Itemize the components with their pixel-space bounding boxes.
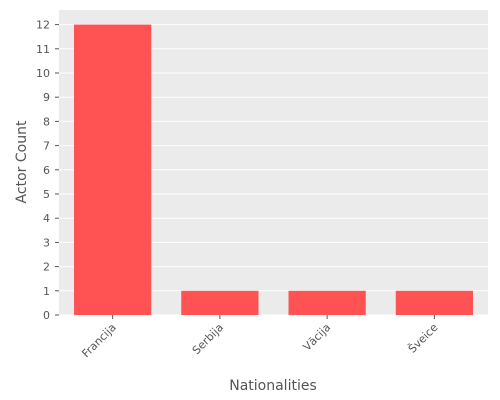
bar-0 xyxy=(74,24,152,315)
bar-1 xyxy=(181,290,259,315)
y-tick-label: 10 xyxy=(36,67,50,80)
y-tick-label: 3 xyxy=(43,236,50,249)
y-tick-label: 6 xyxy=(43,164,50,177)
y-tick-label: 4 xyxy=(43,212,50,225)
y-tick-label: 8 xyxy=(43,115,50,128)
x-tick-label: Šveice xyxy=(406,321,441,356)
y-tick-label: 7 xyxy=(43,140,50,153)
y-tick-label: 11 xyxy=(36,43,50,56)
x-tick-label: Vācija xyxy=(301,321,334,354)
y-tick-label: 0 xyxy=(43,309,50,322)
y-tick-label: 1 xyxy=(43,285,50,298)
y-tick-label: 2 xyxy=(43,261,50,274)
y-tick-label: 5 xyxy=(43,188,50,201)
x-tick-label: Serbija xyxy=(190,321,226,357)
y-axis-title: Actor Count xyxy=(14,120,30,203)
y-tick-label: 9 xyxy=(43,91,50,104)
bar-3 xyxy=(395,290,473,315)
bar-2 xyxy=(288,290,366,315)
x-axis-ticks: Francija Serbija Vācija Šveice xyxy=(79,315,441,360)
y-tick-label: 12 xyxy=(36,19,50,32)
x-tick-label: Francija xyxy=(79,321,118,360)
bars xyxy=(74,24,473,315)
x-axis-title: Nationalities xyxy=(229,378,317,394)
